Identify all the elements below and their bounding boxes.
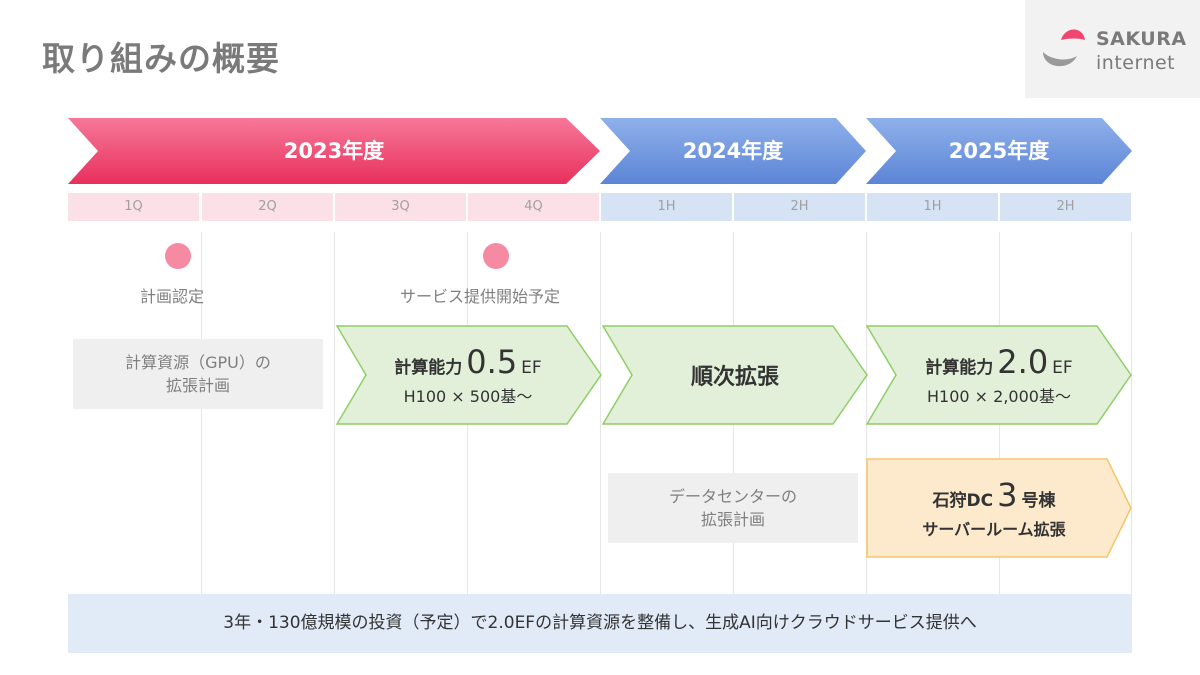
gpu-phase-3-capacity: 計算能力 2.0 EF <box>925 343 1072 381</box>
building-number: 3 <box>997 476 1018 514</box>
grid-line <box>600 232 601 594</box>
page-title: 取り組みの概要 <box>42 39 280 78</box>
period-2024-2h: 2H <box>734 193 865 221</box>
building-suffix: 号棟 <box>1021 491 1056 511</box>
gpu-phase-3-chevron: 計算能力 2.0 EF H100 × 2,000基〜 <box>866 325 1132 425</box>
milestone-dot-plan-approval <box>165 243 191 269</box>
dc-plan-line2: 拡張計画 <box>700 510 765 529</box>
capacity-unit: EF <box>521 358 542 378</box>
arrow-shape-2024 <box>600 118 866 184</box>
chevron-shape <box>336 325 602 425</box>
chevron-shape <box>866 458 1132 558</box>
period-2023-3q: 3Q <box>335 193 466 221</box>
logo-text-internet: internet <box>1096 52 1176 74</box>
dc-name: 石狩DC <box>932 491 994 511</box>
dc-plan-line1: データセンターの <box>668 486 797 506</box>
dc-expansion-detail: サーバールーム拡張 <box>922 520 1066 539</box>
gpu-plan-line2: 拡張計画 <box>165 376 230 395</box>
period-2025-1h: 1H <box>867 193 998 221</box>
dc-plan-label-box: データセンターの 拡張計画 <box>608 473 858 543</box>
gpu-phase-1-chevron: 計算能力 0.5 EF H100 × 500基〜 <box>336 325 602 425</box>
gpu-plan-label-box: 計算資源（GPU）の 拡張計画 <box>73 339 323 409</box>
milestone-dot-service-start <box>483 243 509 269</box>
chevron-shape <box>602 325 868 425</box>
sakura-logo-icon <box>1043 29 1085 67</box>
summary-bar: 3年・130億規模の投資（予定）で2.0EFの計算資源を整備し、生成AI向けクラ… <box>68 594 1132 653</box>
capacity-unit: EF <box>1052 358 1073 378</box>
year-label-2023: 2023年度 <box>283 139 385 163</box>
gpu-phase-1-capacity: 計算能力 0.5 EF <box>394 343 541 381</box>
dc-expansion-building: 石狩DC 3 号棟 <box>933 476 1056 514</box>
capacity-prefix: 計算能力 <box>925 358 994 378</box>
gpu-plan-line1: 計算資源（GPU）の <box>125 352 271 372</box>
period-2024-1h: 1H <box>601 193 732 221</box>
year-label-2024: 2024年度 <box>682 139 784 163</box>
period-2023-2q: 2Q <box>202 193 333 221</box>
grid-line <box>1131 232 1132 594</box>
milestone-label-plan-approval: 計画認定 <box>140 287 205 306</box>
gpu-phase-2-label: 順次拡張 <box>690 365 779 390</box>
period-2023-1q: 1Q <box>68 193 199 221</box>
arrow-shape-2025 <box>866 118 1132 184</box>
grid-line <box>334 232 335 594</box>
capacity-prefix: 計算能力 <box>394 358 463 378</box>
year-arrow-2024: 2024年度 <box>600 118 866 184</box>
period-2023-4q: 4Q <box>468 193 599 221</box>
capacity-value: 0.5 <box>466 343 518 381</box>
company-logo: SAKURA internet <box>1025 0 1200 98</box>
year-arrow-2023: 2023年度 <box>68 118 600 184</box>
gpu-phase-3-detail: H100 × 2,000基〜 <box>927 387 1071 406</box>
capacity-value: 2.0 <box>997 343 1049 381</box>
milestone-label-service-start: サービス提供開始予定 <box>400 287 561 306</box>
logo-text-sakura: SAKURA <box>1096 28 1187 50</box>
gpu-phase-2-chevron: 順次拡張 <box>602 325 868 425</box>
grid-line <box>201 232 202 594</box>
dc-expansion-chevron: 石狩DC 3 号棟 サーバールーム拡張 <box>866 458 1132 558</box>
arrow-shape-2023 <box>68 118 600 184</box>
year-arrow-2025: 2025年度 <box>866 118 1132 184</box>
gpu-phase-1-detail: H100 × 500基〜 <box>403 387 533 406</box>
year-label-2025: 2025年度 <box>948 139 1050 163</box>
chevron-shape <box>866 325 1132 425</box>
period-2025-2h: 2H <box>1000 193 1131 221</box>
grid-line <box>866 232 867 594</box>
